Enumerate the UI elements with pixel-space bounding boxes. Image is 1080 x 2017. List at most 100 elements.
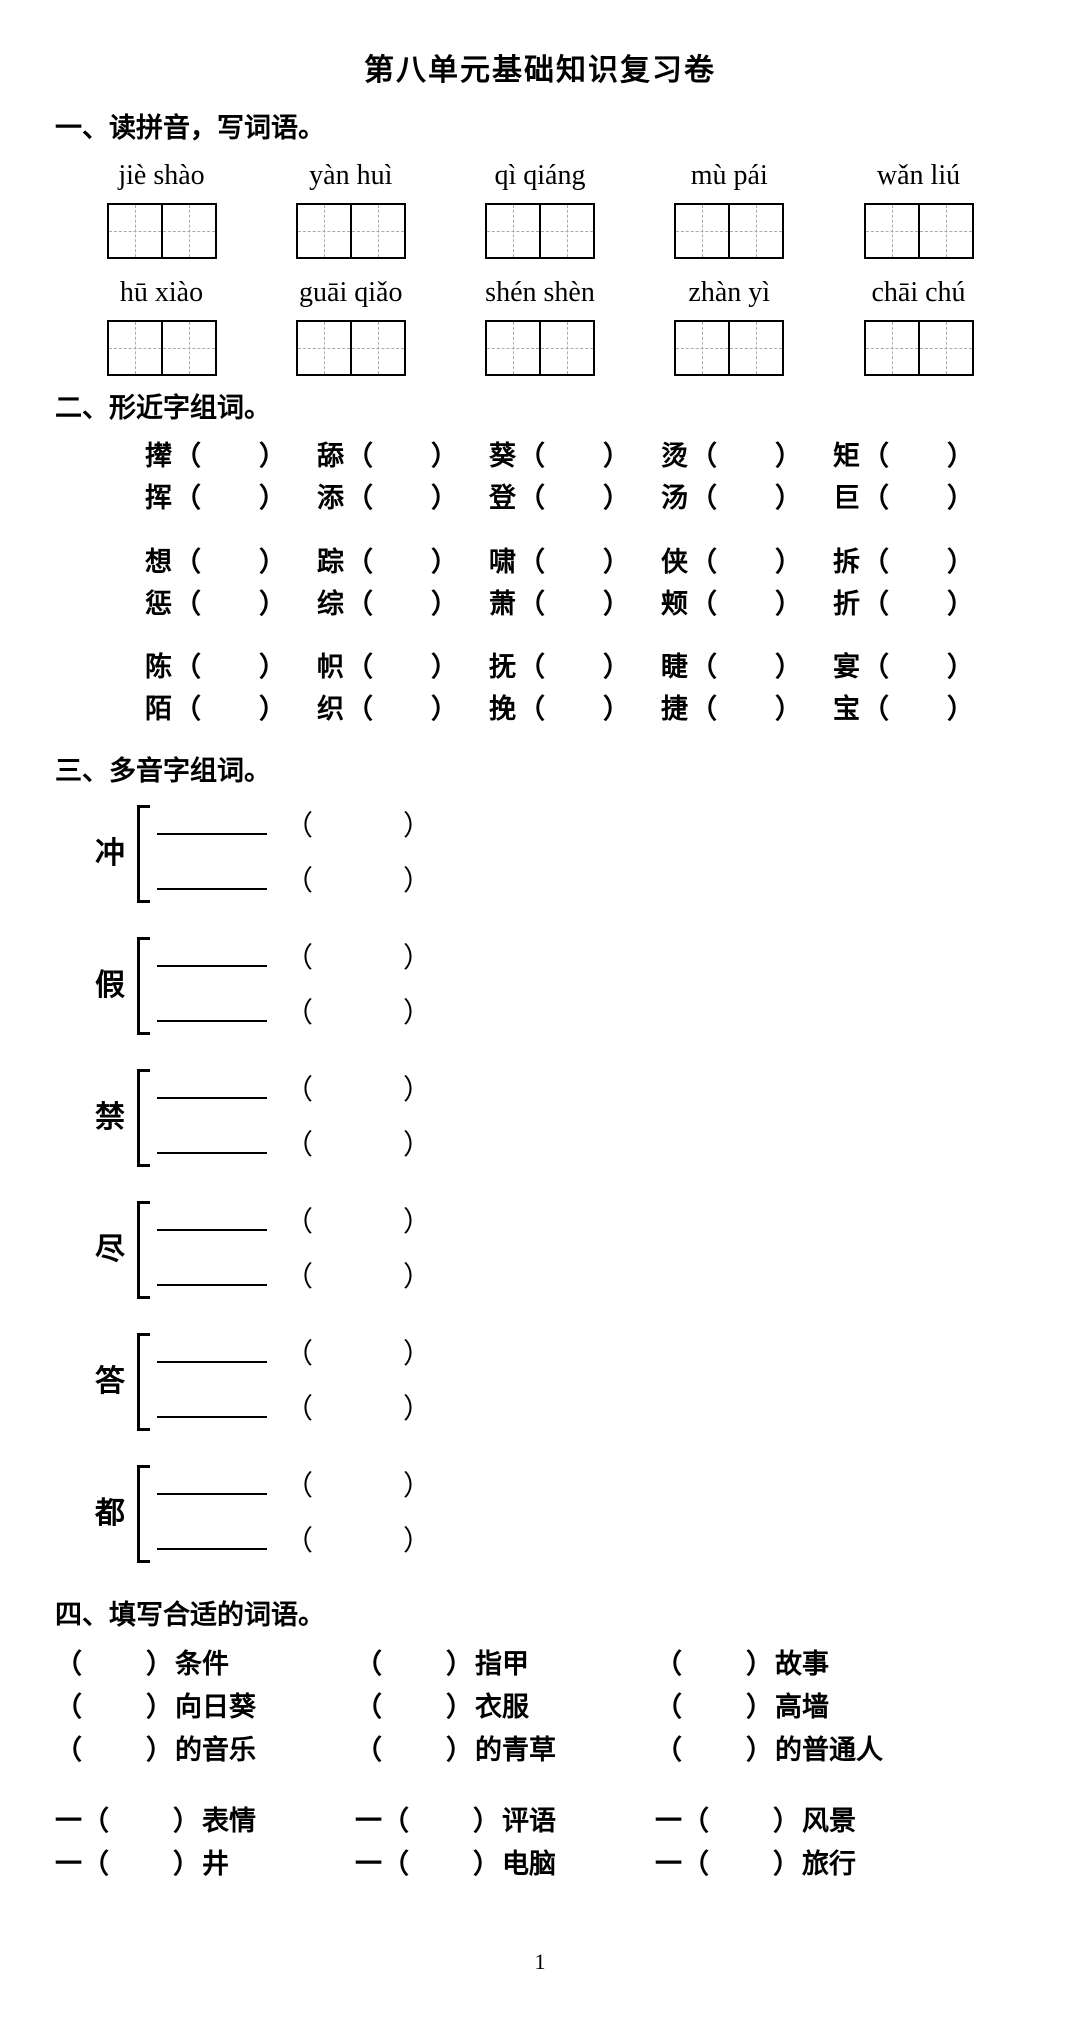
tianzige-pair[interactable] bbox=[268, 320, 433, 376]
similar-char-item: 睫（） bbox=[661, 647, 833, 689]
similar-char-item: 汤（） bbox=[661, 478, 833, 520]
pinyin-blank[interactable] bbox=[157, 1020, 267, 1022]
pinyin-blank[interactable] bbox=[157, 1416, 267, 1418]
word-blank[interactable]: （） bbox=[285, 1335, 431, 1374]
tianzige-pair[interactable] bbox=[647, 203, 812, 259]
fill-blank[interactable] bbox=[545, 584, 603, 626]
section1-heading: 一、读拼音，写词语。 bbox=[55, 110, 1025, 148]
fill-blank[interactable] bbox=[717, 478, 775, 520]
fill-blank[interactable] bbox=[889, 689, 947, 731]
pinyin-label: chāi chú bbox=[836, 273, 1001, 312]
similar-char-item: 织（） bbox=[317, 689, 489, 731]
word-blank[interactable]: （） bbox=[285, 862, 431, 901]
fill-blank[interactable] bbox=[373, 584, 431, 626]
similar-char-item: 综（） bbox=[317, 584, 489, 626]
similar-char-item: 舔（） bbox=[317, 436, 489, 478]
fill-blank[interactable] bbox=[717, 542, 775, 584]
word-blank[interactable]: （） bbox=[285, 1390, 431, 1429]
fill-blank[interactable] bbox=[201, 584, 259, 626]
word-blank[interactable]: （） bbox=[285, 1126, 431, 1165]
given-word: 风景 bbox=[802, 1806, 856, 1836]
pinyin-blank[interactable] bbox=[157, 1152, 267, 1154]
pinyin-blank[interactable] bbox=[157, 1548, 267, 1550]
similar-char-item: 撵（） bbox=[145, 436, 317, 478]
fill-blank[interactable] bbox=[889, 478, 947, 520]
similar-char-item: 烫（） bbox=[661, 436, 833, 478]
bracket-icon bbox=[131, 799, 151, 909]
fill-blank[interactable] bbox=[889, 647, 947, 689]
prefix-text: 一 bbox=[355, 1849, 382, 1879]
given-word: 井 bbox=[202, 1849, 229, 1879]
prefix-text: 一 bbox=[355, 1806, 382, 1836]
fill-blank[interactable] bbox=[717, 689, 775, 731]
similar-char-item: 挽（） bbox=[489, 689, 661, 731]
fill-blank[interactable] bbox=[717, 647, 775, 689]
fill-blank[interactable] bbox=[889, 542, 947, 584]
pinyin-label: hū xiào bbox=[79, 273, 244, 312]
polyphonic-char: 尽 bbox=[95, 1229, 125, 1271]
tianzige-pair[interactable] bbox=[458, 203, 623, 259]
fill-word-item: （）衣服 bbox=[355, 1686, 655, 1729]
pinyin-blank[interactable] bbox=[157, 1493, 267, 1495]
tianzige-pair[interactable] bbox=[268, 203, 433, 259]
tianzige-pair[interactable] bbox=[79, 203, 244, 259]
fill-word-item: 一（）电脑 bbox=[355, 1843, 655, 1886]
similar-char-item: 抚（） bbox=[489, 647, 661, 689]
tianzige-pair[interactable] bbox=[647, 320, 812, 376]
polyphonic-char: 都 bbox=[95, 1493, 125, 1535]
fill-blank[interactable] bbox=[201, 542, 259, 584]
word-blank[interactable]: （） bbox=[285, 1522, 431, 1561]
pinyin-blank[interactable] bbox=[157, 888, 267, 890]
tianzige-pair[interactable] bbox=[836, 203, 1001, 259]
fill-blank[interactable] bbox=[717, 584, 775, 626]
fill-word-item: 一（）旅行 bbox=[655, 1843, 1025, 1886]
fill-blank[interactable] bbox=[545, 647, 603, 689]
word-blank[interactable]: （） bbox=[285, 994, 431, 1033]
pinyin-blank[interactable] bbox=[157, 1097, 267, 1099]
section2-heading: 二、形近字组词。 bbox=[55, 390, 1025, 428]
fill-blank[interactable] bbox=[545, 689, 603, 731]
section3-body: 冲（）（）假（）（）禁（）（）尽（）（）答（）（）都（）（） bbox=[55, 799, 1025, 1591]
pinyin-blank[interactable] bbox=[157, 1229, 267, 1231]
pinyin-blank[interactable] bbox=[157, 1361, 267, 1363]
fill-blank[interactable] bbox=[373, 436, 431, 478]
fill-blank[interactable] bbox=[545, 436, 603, 478]
fill-blank[interactable] bbox=[201, 478, 259, 520]
pinyin-blank[interactable] bbox=[157, 965, 267, 967]
fill-word-item: 一（）井 bbox=[55, 1843, 355, 1886]
fill-blank[interactable] bbox=[545, 542, 603, 584]
similar-char-item: 葵（） bbox=[489, 436, 661, 478]
similar-char-item: 颊（） bbox=[661, 584, 833, 626]
fill-word-item: （）指甲 bbox=[355, 1643, 655, 1686]
fill-blank[interactable] bbox=[889, 436, 947, 478]
word-blank[interactable]: （） bbox=[285, 807, 431, 846]
similar-char-item: 萧（） bbox=[489, 584, 661, 626]
pinyin-blank[interactable] bbox=[157, 833, 267, 835]
word-blank[interactable]: （） bbox=[285, 939, 431, 978]
tianzige-pair[interactable] bbox=[458, 320, 623, 376]
similar-char-item: 宴（） bbox=[833, 647, 1005, 689]
tianzige-pair[interactable] bbox=[836, 320, 1001, 376]
tianzige-pair[interactable] bbox=[79, 320, 244, 376]
fill-blank[interactable] bbox=[717, 436, 775, 478]
bracket-icon bbox=[131, 1327, 151, 1437]
fill-blank[interactable] bbox=[201, 436, 259, 478]
word-blank[interactable]: （） bbox=[285, 1258, 431, 1297]
fill-blank[interactable] bbox=[889, 584, 947, 626]
fill-blank[interactable] bbox=[373, 689, 431, 731]
similar-char-item: 登（） bbox=[489, 478, 661, 520]
fill-blank[interactable] bbox=[545, 478, 603, 520]
fill-blank[interactable] bbox=[373, 647, 431, 689]
word-blank[interactable]: （） bbox=[285, 1071, 431, 1110]
given-word: 指甲 bbox=[475, 1649, 529, 1679]
pinyin-blank[interactable] bbox=[157, 1284, 267, 1286]
fill-blank[interactable] bbox=[373, 542, 431, 584]
word-blank[interactable]: （） bbox=[285, 1467, 431, 1506]
fill-blank[interactable] bbox=[201, 647, 259, 689]
given-word: 的音乐 bbox=[175, 1735, 256, 1765]
fill-blank[interactable] bbox=[201, 689, 259, 731]
similar-char-item: 巨（） bbox=[833, 478, 1005, 520]
given-word: 评语 bbox=[502, 1806, 556, 1836]
word-blank[interactable]: （） bbox=[285, 1203, 431, 1242]
fill-blank[interactable] bbox=[373, 478, 431, 520]
